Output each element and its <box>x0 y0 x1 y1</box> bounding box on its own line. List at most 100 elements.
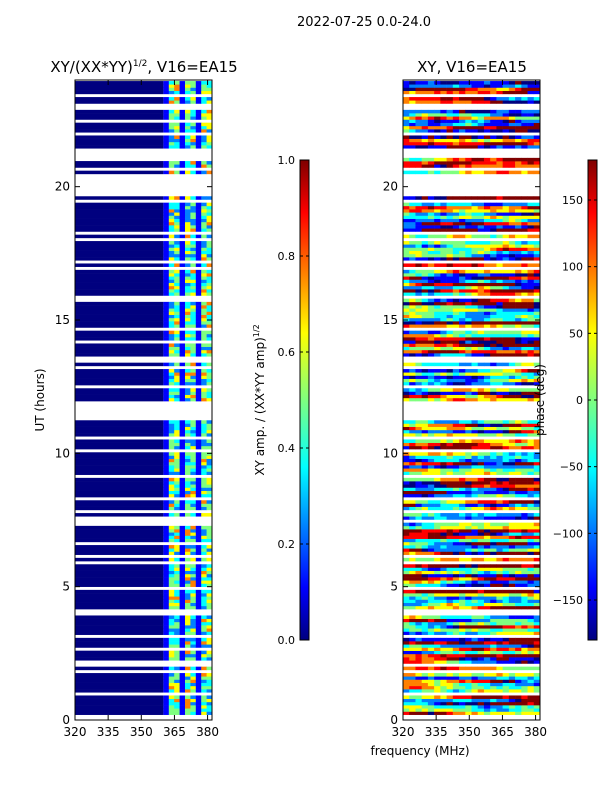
amp-cell <box>195 439 202 443</box>
phase-cell <box>533 87 541 91</box>
phase-cell <box>471 221 479 226</box>
phase-cell <box>521 375 528 379</box>
phase-cell <box>496 666 503 671</box>
phase-cell <box>434 289 441 293</box>
phase-cell <box>533 631 541 635</box>
phase-cell <box>496 391 503 395</box>
amp-cell <box>195 250 202 255</box>
phase-cell <box>490 682 497 687</box>
phase-cell <box>440 628 447 632</box>
phase-cell <box>502 285 510 290</box>
amp-cell <box>195 221 202 226</box>
phase-cell <box>409 375 416 379</box>
phase-cell <box>434 429 441 434</box>
phase-cell <box>496 442 503 447</box>
phase-cell <box>465 577 472 581</box>
phase-cell <box>527 141 535 146</box>
phase-cell <box>452 442 460 447</box>
phase-cell <box>465 378 472 383</box>
amp-cell <box>184 314 191 319</box>
amp-cell <box>195 324 202 328</box>
amp-cell <box>195 369 202 373</box>
phase-cell <box>508 679 516 683</box>
amp-cell <box>206 439 213 443</box>
phase-cell <box>415 487 422 491</box>
amp-cell <box>163 125 170 130</box>
amp-cell <box>168 605 175 610</box>
phase-cell <box>465 349 472 354</box>
phase-cell <box>496 503 503 507</box>
phase-cell <box>415 525 422 530</box>
phase-cell <box>415 708 422 712</box>
amp-cell <box>174 545 180 549</box>
phase-cell <box>440 90 447 95</box>
amp-row-background <box>75 506 164 511</box>
phase-cell <box>490 321 497 325</box>
phase-cell <box>434 305 441 309</box>
phase-cell <box>459 551 466 555</box>
phase-cell <box>421 618 429 623</box>
phase-cell <box>533 285 541 290</box>
amp-cell <box>179 87 186 91</box>
phase-cell <box>490 314 497 319</box>
phase-cell <box>490 666 497 671</box>
phase-cell <box>434 602 441 607</box>
amp-cell <box>163 468 170 472</box>
phase-cell <box>515 477 522 482</box>
amp-cell <box>179 391 186 395</box>
phase-cell <box>502 615 510 619</box>
phase-cell <box>415 388 422 392</box>
phase-cell <box>502 263 510 267</box>
amp-cell <box>195 234 202 239</box>
phase-cell <box>403 503 410 507</box>
amp-cell <box>174 682 180 687</box>
phase-cell <box>508 375 516 379</box>
amp-cell <box>184 490 191 495</box>
amp-cell <box>201 244 207 248</box>
phase-cell <box>483 455 491 459</box>
phase-cell <box>471 682 479 687</box>
phase-cell <box>434 87 441 91</box>
phase-cell <box>521 445 528 450</box>
amp-cell <box>163 695 170 699</box>
amp-cell <box>168 285 175 290</box>
phase-cell <box>446 324 454 328</box>
amp-cell <box>174 388 180 392</box>
phase-cell <box>483 269 491 274</box>
phase-cell <box>521 705 528 709</box>
phase-cell <box>403 615 410 619</box>
phase-cell <box>434 442 441 447</box>
phase-cell <box>452 141 460 146</box>
phase-cell <box>452 212 460 216</box>
phase-cell <box>440 285 447 290</box>
phase-cell <box>527 212 535 216</box>
phase-cell <box>490 618 497 623</box>
phase-cell <box>533 119 541 123</box>
phase-cell <box>403 353 410 357</box>
amp-cell <box>168 445 175 450</box>
amp-cell <box>195 397 202 402</box>
phase-cell <box>409 503 416 507</box>
phase-cell <box>483 653 491 658</box>
phase-cell <box>403 218 410 223</box>
amp-row-background <box>75 461 164 466</box>
amp-cell <box>163 161 170 165</box>
amp-cell <box>168 282 175 287</box>
phase-cell <box>459 346 466 351</box>
phase-cell <box>533 439 541 443</box>
phase-cell <box>409 564 416 568</box>
phase-cell <box>434 282 441 287</box>
phase-cell <box>508 705 516 709</box>
amp-cell <box>174 247 180 251</box>
amp-cell <box>184 455 191 459</box>
amp-cell <box>190 221 197 226</box>
amp-cell <box>206 442 213 447</box>
phase-cell <box>415 538 422 543</box>
amp-cell <box>190 631 197 635</box>
phase-cell <box>496 461 503 466</box>
phase-cell <box>527 321 535 325</box>
amp-cell <box>168 468 175 472</box>
phase-cell <box>502 631 510 635</box>
phase-cell <box>490 273 497 277</box>
amp-cell <box>174 567 180 571</box>
